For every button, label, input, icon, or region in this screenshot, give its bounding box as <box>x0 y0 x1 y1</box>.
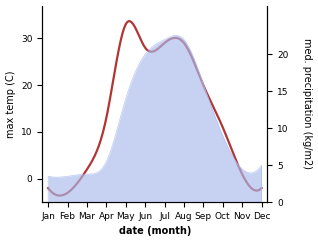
X-axis label: date (month): date (month) <box>119 227 191 236</box>
Y-axis label: med. precipitation (kg/m2): med. precipitation (kg/m2) <box>302 38 313 169</box>
Y-axis label: max temp (C): max temp (C) <box>5 70 16 138</box>
